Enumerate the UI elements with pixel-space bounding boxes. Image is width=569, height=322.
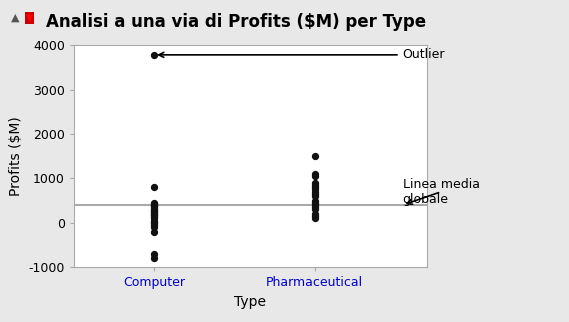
Point	[310, 211, 319, 216]
Text: ▲: ▲	[11, 13, 20, 23]
Point	[150, 219, 159, 224]
Point	[310, 183, 319, 188]
Point	[150, 211, 159, 216]
Point	[310, 191, 319, 196]
Text: Analisi a una via di Profits ($M) per Type: Analisi a una via di Profits ($M) per Ty…	[46, 13, 426, 31]
Point	[150, 251, 159, 257]
Point	[150, 202, 159, 207]
Y-axis label: Profits ($M): Profits ($M)	[9, 116, 23, 196]
Point	[310, 187, 319, 192]
Point	[310, 174, 319, 179]
Point	[310, 180, 319, 185]
Point	[310, 194, 319, 199]
Point	[150, 225, 159, 230]
Point	[310, 154, 319, 159]
Point	[150, 207, 159, 212]
Point	[150, 200, 159, 205]
Point	[310, 207, 319, 212]
Point	[150, 212, 159, 217]
Point	[150, 229, 159, 234]
Point	[150, 185, 159, 190]
Point	[310, 203, 319, 208]
X-axis label: Type: Type	[234, 295, 266, 309]
Point	[150, 213, 159, 219]
Point	[150, 211, 159, 216]
Point	[310, 216, 319, 221]
Point	[150, 208, 159, 213]
Point	[310, 171, 319, 176]
Point	[310, 185, 319, 190]
Point	[150, 210, 159, 215]
Point	[150, 223, 159, 228]
Text: Linea media
globale: Linea media globale	[403, 178, 480, 206]
Point	[310, 200, 319, 205]
Point	[310, 213, 319, 219]
Point	[150, 220, 159, 225]
Point	[150, 218, 159, 223]
Point	[150, 203, 159, 208]
Point	[310, 189, 319, 194]
Text: ▼: ▼	[26, 13, 33, 23]
Point	[150, 256, 159, 261]
Point	[150, 209, 159, 214]
Point	[150, 204, 159, 209]
Point	[150, 216, 159, 221]
Text: Outlier: Outlier	[159, 48, 445, 62]
Point	[150, 205, 159, 210]
Point	[150, 52, 159, 57]
Point	[310, 198, 319, 203]
Point	[310, 205, 319, 210]
